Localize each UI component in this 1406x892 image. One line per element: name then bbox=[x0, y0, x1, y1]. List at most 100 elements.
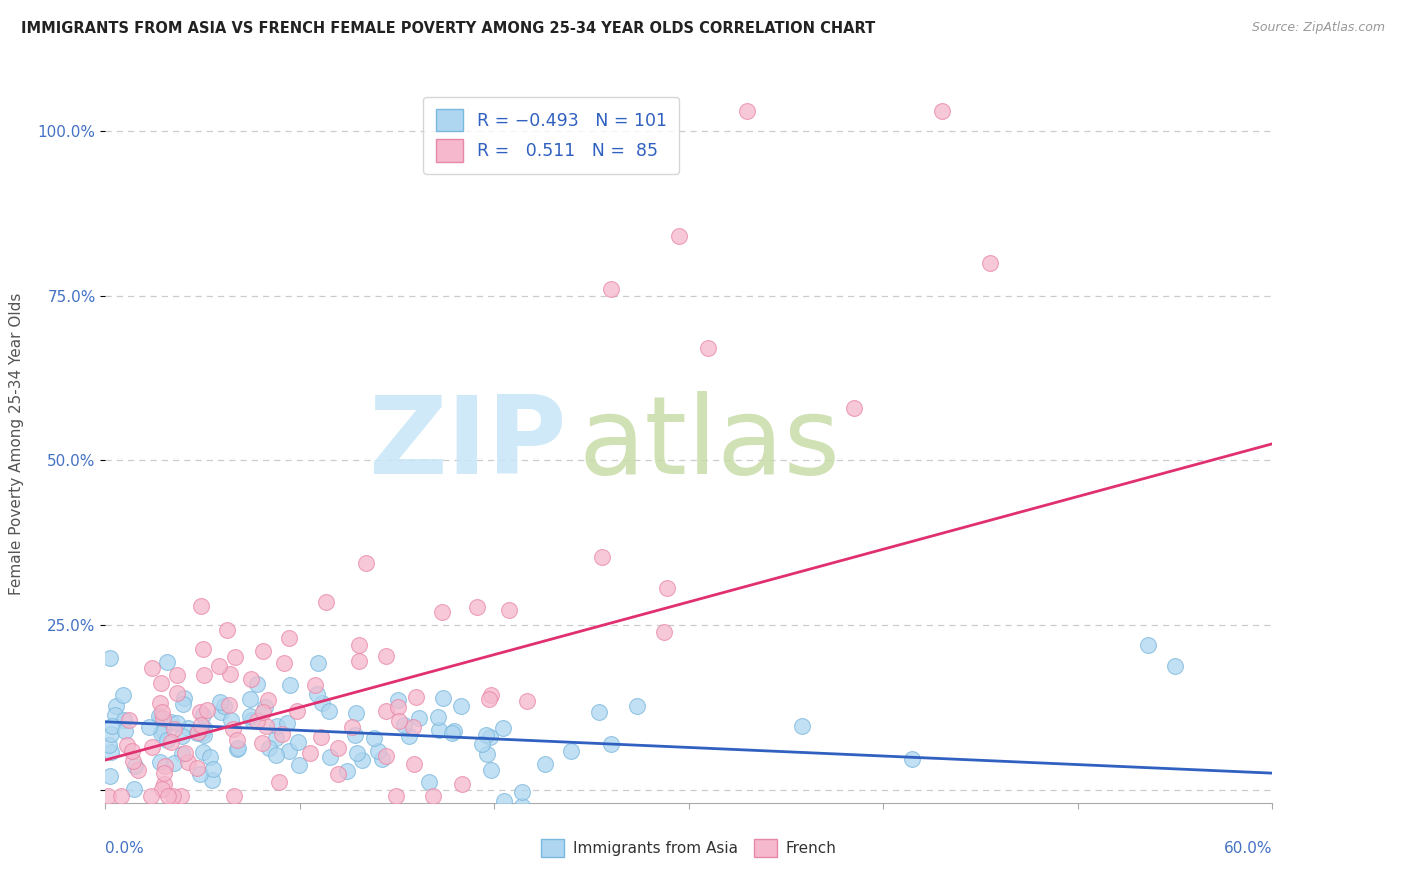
Point bbox=[190, 599, 212, 614]
Point bbox=[347, 654, 370, 668]
Text: atlas: atlas bbox=[578, 391, 839, 497]
Point bbox=[471, 737, 494, 751]
Point bbox=[104, 698, 127, 713]
Text: IMMIGRANTS FROM ASIA VS FRENCH FEMALE POVERTY AMONG 25-34 YEAR OLDS CORRELATION : IMMIGRANTS FROM ASIA VS FRENCH FEMALE PO… bbox=[21, 21, 876, 36]
Point bbox=[285, 704, 308, 718]
Point bbox=[163, 723, 186, 737]
Point bbox=[100, 727, 122, 741]
Point bbox=[384, 789, 406, 804]
Point bbox=[1136, 638, 1159, 652]
Point bbox=[465, 599, 488, 614]
Point bbox=[388, 714, 411, 728]
Point bbox=[405, 690, 427, 704]
Point bbox=[352, 753, 374, 767]
Point bbox=[326, 741, 349, 756]
Point bbox=[475, 728, 498, 742]
Point bbox=[252, 644, 274, 658]
Point bbox=[186, 761, 208, 775]
Legend: Immigrants from Asia, French: Immigrants from Asia, French bbox=[536, 832, 842, 863]
Point bbox=[319, 750, 342, 764]
Point bbox=[398, 729, 420, 743]
Point bbox=[510, 784, 533, 798]
Point bbox=[190, 705, 212, 719]
Point bbox=[127, 763, 149, 777]
Point bbox=[346, 747, 368, 761]
Point bbox=[173, 691, 195, 706]
Point bbox=[202, 762, 225, 776]
Point bbox=[450, 699, 472, 714]
Point bbox=[367, 744, 389, 758]
Point bbox=[111, 689, 134, 703]
Point bbox=[152, 711, 174, 725]
Point bbox=[190, 767, 212, 781]
Point bbox=[347, 638, 370, 652]
Point bbox=[375, 748, 398, 763]
Point bbox=[264, 748, 287, 763]
Point bbox=[387, 693, 409, 707]
Point bbox=[110, 789, 132, 804]
Point bbox=[193, 667, 215, 681]
Point bbox=[257, 693, 280, 707]
Point bbox=[149, 675, 172, 690]
Point bbox=[422, 789, 444, 804]
Point bbox=[600, 282, 623, 296]
Point bbox=[273, 656, 295, 670]
Point bbox=[252, 705, 274, 719]
Point bbox=[387, 699, 409, 714]
Point bbox=[174, 746, 197, 760]
Point bbox=[166, 716, 188, 731]
Point bbox=[979, 255, 1001, 269]
Point bbox=[510, 799, 533, 814]
Point bbox=[901, 752, 924, 766]
Point bbox=[225, 733, 247, 747]
Point bbox=[356, 557, 378, 571]
Point bbox=[150, 705, 173, 719]
Point bbox=[591, 549, 613, 564]
Point bbox=[402, 720, 425, 734]
Point bbox=[257, 740, 280, 755]
Point bbox=[430, 605, 453, 619]
Point bbox=[200, 749, 222, 764]
Point bbox=[560, 744, 582, 758]
Point bbox=[201, 773, 224, 788]
Point bbox=[254, 700, 277, 714]
Point bbox=[668, 229, 690, 244]
Point bbox=[186, 725, 208, 739]
Point bbox=[195, 703, 218, 717]
Point bbox=[254, 719, 277, 733]
Point bbox=[215, 624, 238, 638]
Point bbox=[697, 341, 720, 355]
Point bbox=[375, 649, 398, 664]
Point bbox=[149, 696, 172, 710]
Point bbox=[193, 722, 215, 736]
Point bbox=[148, 708, 170, 723]
Point bbox=[246, 676, 269, 690]
Point bbox=[427, 710, 450, 724]
Point bbox=[246, 714, 269, 728]
Point bbox=[141, 660, 163, 674]
Point bbox=[156, 789, 179, 804]
Point bbox=[408, 711, 430, 725]
Point bbox=[340, 720, 363, 734]
Point bbox=[224, 789, 246, 804]
Point bbox=[209, 705, 232, 719]
Point bbox=[287, 735, 309, 749]
Point bbox=[479, 688, 502, 702]
Point bbox=[392, 718, 415, 732]
Point bbox=[432, 690, 454, 705]
Point bbox=[224, 649, 246, 664]
Point bbox=[112, 714, 135, 728]
Point bbox=[212, 699, 235, 714]
Text: ZIP: ZIP bbox=[368, 391, 567, 497]
Point bbox=[534, 757, 557, 772]
Point bbox=[150, 781, 173, 796]
Point bbox=[266, 719, 288, 733]
Point bbox=[153, 766, 176, 780]
Point bbox=[98, 769, 121, 783]
Point bbox=[478, 692, 501, 706]
Point bbox=[326, 767, 349, 781]
Point bbox=[101, 719, 124, 733]
Point bbox=[599, 737, 621, 751]
Point bbox=[218, 698, 240, 712]
Point bbox=[270, 727, 292, 741]
